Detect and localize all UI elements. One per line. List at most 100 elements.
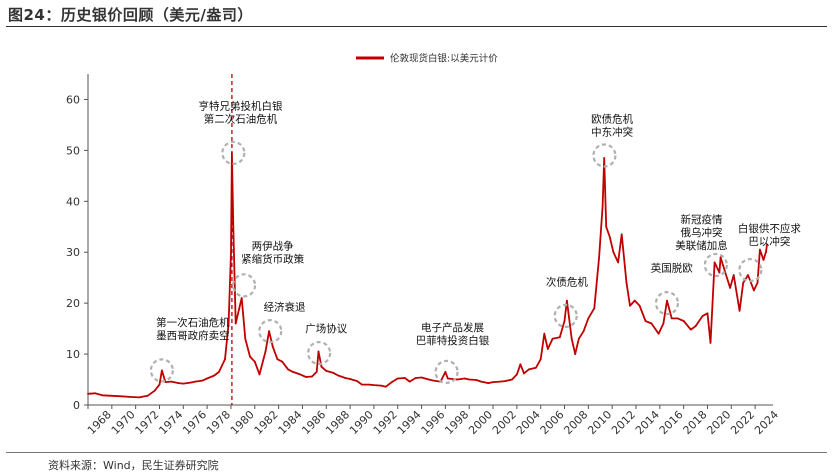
x-tick-label: 1998 — [442, 408, 471, 437]
data-point — [244, 337, 247, 340]
x-tick-label: 2016 — [657, 408, 686, 437]
title-divider — [6, 26, 827, 27]
data-point — [153, 389, 156, 392]
data-point — [492, 381, 494, 383]
data-point — [281, 360, 284, 363]
data-point — [593, 307, 596, 310]
y-tick-label: 40 — [66, 195, 80, 208]
data-point — [694, 325, 697, 327]
data-point — [361, 383, 363, 386]
data-point — [463, 377, 466, 380]
annotation-label: 俄乌冲突 — [681, 226, 723, 239]
data-point — [384, 385, 387, 388]
x-tick-label: 2004 — [514, 408, 543, 437]
annotation-circle — [221, 140, 246, 166]
data-point — [120, 395, 123, 398]
data-point — [317, 350, 320, 353]
data-point — [729, 287, 731, 289]
data-point — [499, 380, 502, 383]
data-point — [682, 320, 685, 322]
data-point — [161, 369, 163, 372]
x-tick-label: 1986 — [299, 408, 328, 437]
data-point — [535, 366, 537, 369]
x-tick-label: 1992 — [371, 408, 400, 437]
data-point — [487, 382, 490, 384]
data-point — [170, 380, 173, 383]
data-point — [206, 377, 209, 380]
data-point — [546, 348, 549, 350]
y-tick-label: 50 — [66, 144, 80, 157]
annotation-label: 英国脱欧 — [651, 262, 693, 275]
data-point — [427, 378, 430, 381]
x-tick-label: 2022 — [728, 408, 757, 437]
annotation-label: 白银供不应求 — [738, 222, 801, 235]
data-point — [138, 396, 141, 399]
x-tick-label: 2020 — [704, 408, 733, 437]
data-point — [601, 205, 604, 208]
data-point — [231, 152, 233, 154]
data-point — [756, 281, 759, 284]
data-point — [480, 380, 482, 383]
data-point — [232, 225, 235, 228]
data-point — [177, 382, 180, 384]
x-tick-label: 2002 — [490, 408, 519, 437]
data-point — [227, 322, 230, 325]
annotation-label: 巴菲特投资白银 — [416, 334, 490, 347]
x-tick-label: 1982 — [252, 408, 281, 437]
x-tick-label: 2000 — [466, 408, 495, 437]
annotation-circle — [149, 358, 174, 383]
data-point — [644, 320, 647, 322]
data-point — [629, 304, 631, 307]
x-tick-label: 1976 — [180, 408, 209, 437]
data-point — [519, 363, 522, 366]
x-tick-label: 1988 — [323, 408, 352, 437]
data-point — [110, 394, 113, 397]
x-tick-label: 1994 — [395, 408, 424, 437]
annotation-label: 第二次石油危机 — [204, 113, 278, 126]
data-point — [276, 358, 279, 361]
annotation-label: 墨西哥政府卖空 — [156, 329, 230, 342]
data-point — [218, 371, 220, 373]
x-tick-label: 1968 — [85, 408, 114, 437]
data-point — [368, 383, 370, 386]
data-point — [650, 322, 653, 325]
data-point — [94, 392, 96, 395]
annotation-label: 经济衰退 — [264, 300, 306, 313]
data-point — [444, 371, 447, 373]
data-point — [511, 378, 513, 381]
y-tick-label: 60 — [66, 93, 80, 106]
data-point — [766, 243, 768, 246]
data-point — [320, 365, 323, 368]
data-point — [146, 394, 149, 397]
x-tick-label: 2024 — [752, 408, 781, 437]
annotation-label: 新冠疫情 — [681, 213, 723, 226]
x-tick-label: 2006 — [538, 408, 567, 437]
data-point — [264, 350, 267, 353]
chart-title: 图24：历史银价回顾（美元/盎司） — [8, 6, 253, 24]
annotation-circle — [738, 257, 763, 283]
annotation-circle — [434, 359, 459, 384]
annotation-circle — [703, 252, 728, 278]
data-point — [566, 299, 568, 302]
data-point — [240, 297, 243, 299]
data-point — [753, 289, 755, 292]
data-point — [625, 281, 628, 284]
data-point — [271, 345, 274, 348]
x-tick-label: 1978 — [204, 408, 233, 437]
data-point — [762, 259, 765, 261]
data-point — [325, 370, 328, 372]
data-point — [356, 380, 359, 382]
annotation-label: 广场协议 — [305, 322, 347, 335]
x-tick-label: 1990 — [347, 408, 376, 437]
x-tick-label: 2018 — [681, 408, 710, 437]
data-point — [563, 320, 566, 322]
x-tick-label: 1984 — [276, 408, 305, 437]
data-point — [747, 274, 749, 276]
data-point — [315, 371, 318, 373]
data-point — [432, 379, 435, 382]
data-point — [759, 248, 761, 251]
data-point — [706, 312, 709, 315]
annotation-circle — [592, 143, 617, 168]
data-point — [408, 380, 411, 383]
y-tick-label: 10 — [66, 348, 80, 361]
